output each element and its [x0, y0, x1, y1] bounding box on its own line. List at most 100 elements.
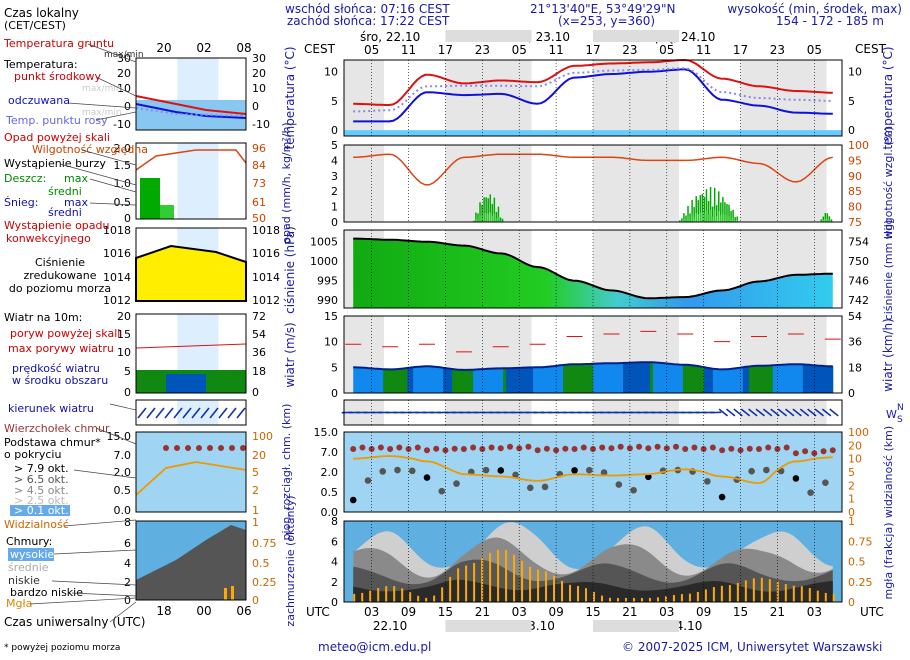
fog-bar [680, 594, 683, 602]
legend-wind-arrow [146, 407, 156, 419]
fog-bar [377, 588, 380, 602]
legend-high: wysokie [10, 548, 54, 561]
wind-speed-area [784, 364, 789, 393]
legend-leader-line [89, 202, 137, 206]
wind-speed-area [524, 367, 528, 393]
top-hour-tick: 23 [770, 43, 785, 57]
wind-speed-area [757, 365, 762, 393]
precip-ytick: 2 [331, 185, 338, 198]
wind-speed-area [751, 366, 756, 393]
wind-speed-area [694, 365, 699, 393]
legend-maxmin-3: max/min [82, 108, 122, 118]
night-band [344, 145, 384, 222]
rain-bar-mean [699, 212, 702, 222]
compass-n: N [897, 403, 904, 413]
wind-speed-area [826, 366, 831, 393]
rain-bar [826, 213, 829, 222]
cloud-top-point [590, 446, 596, 452]
tz-top-label-right: CEST [855, 42, 887, 56]
wind-speed-area [392, 369, 396, 393]
visibility-ytick: 10 [848, 453, 862, 466]
legend-middle: średnie [8, 561, 49, 574]
legend-wind-arrow [227, 407, 237, 419]
legend-vis-tick: 20 [252, 449, 266, 462]
footer-email[interactable]: meteo@icm.edu.pl [318, 640, 432, 654]
legend-pressure-tick: 1014 [103, 271, 131, 284]
legend-temp: Temperatura: [3, 58, 78, 71]
cloud-base-point [630, 486, 637, 494]
wind-speed-area [706, 367, 711, 393]
wind-arrow [718, 408, 729, 417]
rain-bar-mean [481, 215, 483, 222]
wind-speed-area [736, 368, 741, 393]
cloud-top-point [571, 446, 578, 452]
fog-bar [401, 588, 404, 602]
legend-wind-dir: kierunek wiatru [8, 402, 94, 415]
legend-humidity: Wilgotność względna [32, 143, 148, 156]
legend-day-band [177, 143, 219, 219]
fog-bar [457, 568, 460, 602]
cloud-top-point [728, 445, 735, 452]
humidity-ylabel: wilgotność wzgl. (%) [882, 127, 895, 240]
legend-temp-tick-right: 30 [252, 52, 266, 65]
wind-ytick: 15 [324, 310, 338, 323]
compass-s: S [897, 415, 903, 425]
wind-speed-area [449, 368, 453, 393]
legend-pressure1: Ciśnienie [35, 256, 85, 269]
legend-panel-frame [135, 399, 247, 426]
fog-bar [624, 597, 627, 602]
wind-speed-area [715, 369, 720, 393]
fog-bar [393, 586, 396, 602]
legend-wind-area-2 [166, 374, 206, 393]
wind-speed-area [380, 369, 384, 393]
rain-bar [497, 206, 500, 222]
wind-speed-area [820, 365, 825, 393]
fog-bar [489, 553, 492, 602]
legend-temp-line [135, 95, 247, 115]
coords-text: 21°13'40"E, 53°49'29"N [530, 2, 676, 16]
rain-bar-mean [701, 212, 704, 222]
cloud-top-point [507, 443, 513, 450]
wind-speed-area [658, 362, 663, 393]
legend-leader-line [63, 519, 137, 527]
rain-bar [483, 197, 485, 222]
legend-wind-tick: 10 [117, 346, 131, 359]
cloud-top-point [359, 444, 366, 451]
fog-bar [832, 593, 835, 602]
wind-speed-area [709, 368, 714, 393]
legend-leader-line [67, 102, 137, 109]
wind-speed-area [470, 369, 474, 393]
tz-top-label: CEST [304, 42, 336, 56]
legend-wind-arrow [218, 407, 228, 419]
rain-bar [736, 216, 738, 222]
wind-speed-area [443, 367, 447, 393]
wind-speed-area [739, 367, 744, 393]
wind-arrow [799, 408, 810, 417]
cloud-top-point [682, 446, 689, 452]
cloud-top-point [700, 446, 707, 452]
wind-speed-area [667, 363, 672, 393]
rain-bar [734, 217, 736, 222]
wind-speed-area [554, 366, 558, 393]
wind-speed-area [488, 368, 492, 393]
wind-speed-area [560, 365, 564, 393]
wind-speed-area [787, 364, 792, 393]
wind-speed-area [772, 365, 777, 393]
cloud-top-point [829, 447, 836, 454]
wind-speed-area [670, 363, 675, 393]
legend-leader-line [81, 149, 137, 166]
legend-cloudtop-dot [207, 445, 213, 451]
legend-leader-line [95, 111, 137, 121]
legend-vis-tick: 2 [252, 484, 259, 497]
legend-wind-tick: 15 [117, 328, 131, 341]
legend-cloud-top: Wierzchołek chmur [4, 422, 110, 435]
bottom-hour-tick: 03 [659, 605, 674, 619]
legend-wind-arrow [164, 407, 174, 419]
wind-speed-area [829, 366, 834, 393]
pressure-ytick-right: 750 [848, 255, 869, 268]
wind-speed-area [796, 364, 801, 393]
cloud-top-point [368, 446, 375, 452]
cloud-base-point [512, 471, 519, 479]
cloudbase-ytick: 15.0 [314, 426, 339, 439]
